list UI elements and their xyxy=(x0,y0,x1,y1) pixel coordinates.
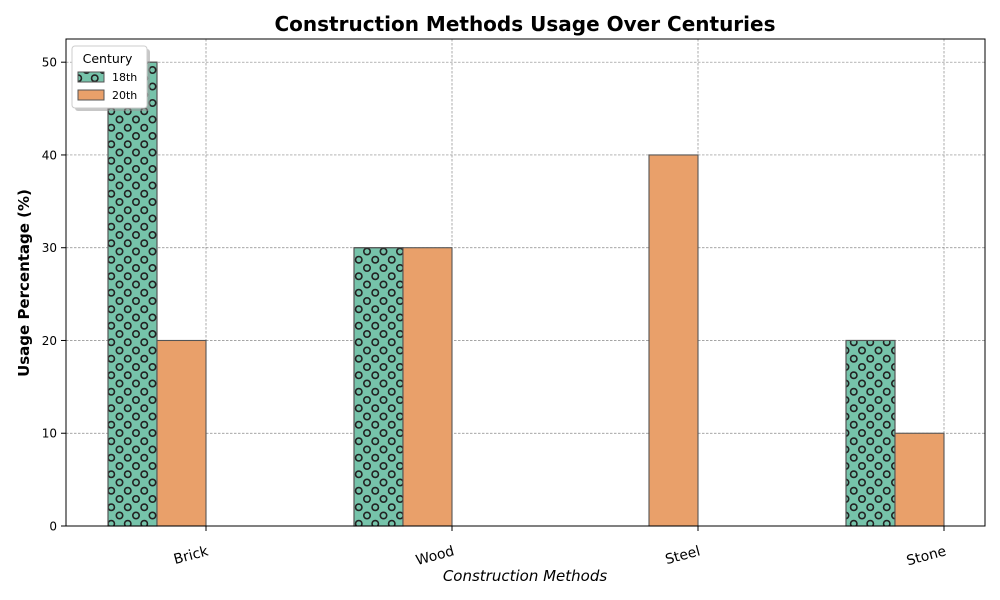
y-axis-label: Usage Percentage (%) xyxy=(15,189,33,377)
bar-20th-stone xyxy=(894,432,945,527)
legend-swatch-hatch-18th xyxy=(77,71,105,83)
bar-20th-wood xyxy=(402,247,453,527)
x-axis-label: Construction Methods xyxy=(443,567,608,585)
legend-swatch-20th xyxy=(77,89,105,101)
legend-title: Century xyxy=(83,51,133,66)
bars xyxy=(107,61,945,527)
y-tick-label: 50 xyxy=(42,56,57,70)
bar-20th-steel xyxy=(648,154,699,527)
legend-label-20th: 20th xyxy=(112,89,137,102)
bar-18th-stone-hatch xyxy=(845,339,896,527)
plot-frame xyxy=(65,38,986,527)
y-tick-label: 30 xyxy=(42,241,57,255)
bar-18th-wood-hatch xyxy=(353,247,404,527)
y-tick-label: 0 xyxy=(49,520,57,534)
y-tick-label: 10 xyxy=(42,427,57,441)
labels: Construction Methods Usage Over Centurie… xyxy=(15,12,776,585)
legend: Century 18th 20th xyxy=(71,45,150,111)
bar-20th-brick xyxy=(156,339,207,527)
legend-label-18th: 18th xyxy=(112,71,137,84)
y-tick-label: 20 xyxy=(42,334,57,348)
chart-title: Construction Methods Usage Over Centurie… xyxy=(274,12,775,36)
bar-18th-brick-hatch xyxy=(107,61,158,527)
y-tick-label: 40 xyxy=(42,148,57,162)
